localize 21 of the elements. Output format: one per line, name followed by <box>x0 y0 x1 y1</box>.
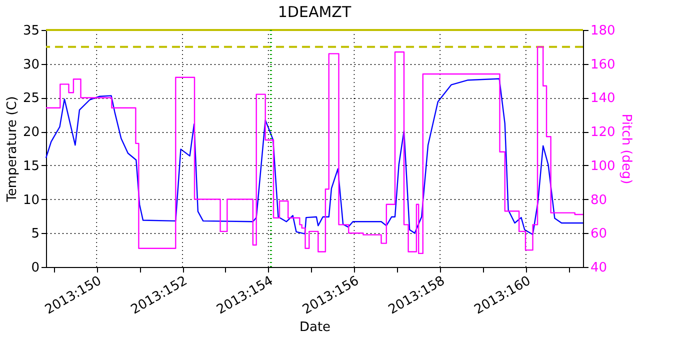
y2-axis-title: Pitch (deg) <box>618 114 634 184</box>
chart-title: 1DEAMZT <box>278 3 352 21</box>
y-tick-label: 5 <box>31 226 40 242</box>
line-series <box>45 78 584 236</box>
y-tick-label: 10 <box>22 192 40 208</box>
x-axis-title: Date <box>299 320 331 335</box>
y-tick-label: 20 <box>22 125 40 140</box>
y2-tick-label: 140 <box>590 91 616 106</box>
y2-tick-label: 100 <box>590 158 616 174</box>
y2-tick-label: 80 <box>590 192 608 208</box>
y-tick-label: 0 <box>31 260 40 276</box>
y2-tick-label: 120 <box>590 125 616 140</box>
y2-tick-label: 160 <box>590 57 616 72</box>
y-tick-label: 30 <box>22 57 40 72</box>
y-axis-title: Temperature (C) <box>4 96 20 203</box>
y2-tick-label: 60 <box>590 226 608 242</box>
y-tick-label: 35 <box>22 24 40 38</box>
y-tick-label: 15 <box>22 158 40 174</box>
y2-tick-label: 40 <box>590 260 608 276</box>
y2-tick-label: 180 <box>590 24 616 38</box>
y-tick-label: 25 <box>22 91 40 106</box>
